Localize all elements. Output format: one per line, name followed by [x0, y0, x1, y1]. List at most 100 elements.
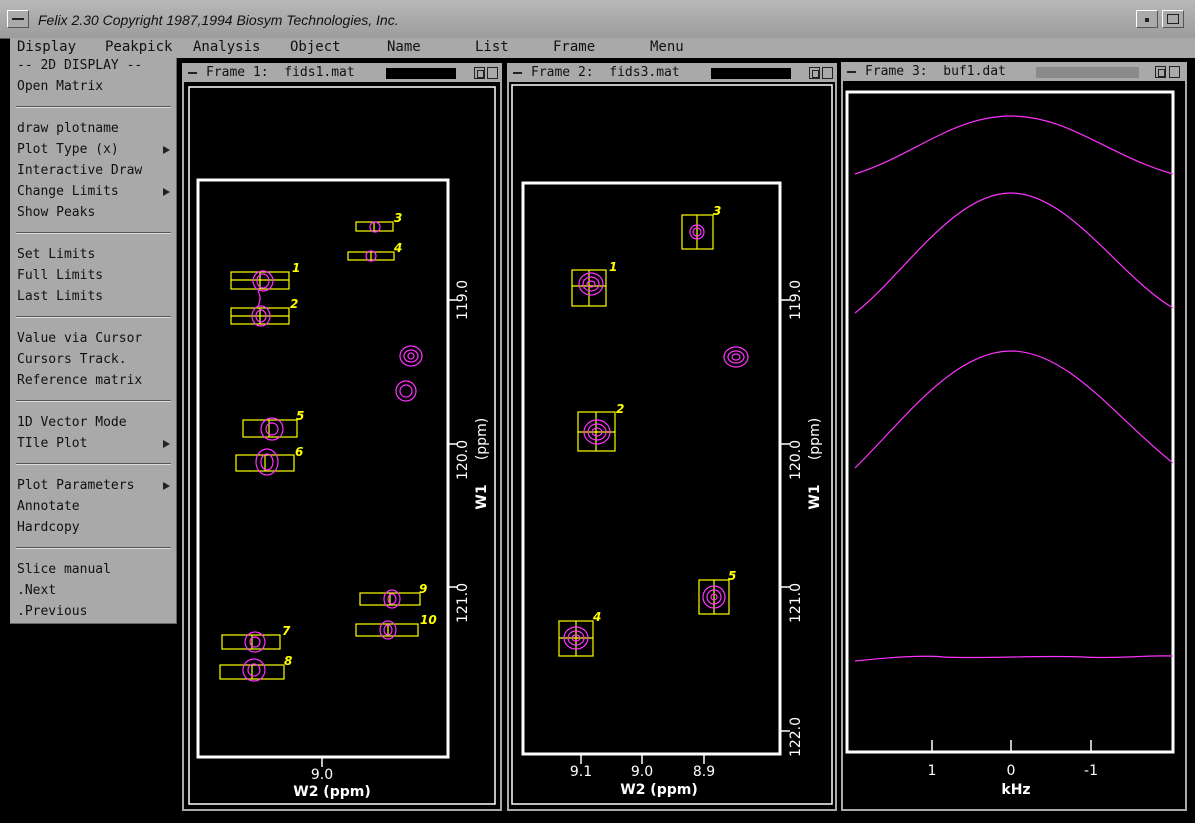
- y-tick-120: 120.0: [455, 440, 471, 480]
- peak-labels: 1 2 3 4 5: [592, 204, 736, 624]
- frame-1-window[interactable]: Frame 1: fids1.mat: [182, 63, 502, 811]
- frame-menu-icon[interactable]: [513, 72, 522, 74]
- peak-label-3: 3: [713, 204, 721, 218]
- menu-peakpick[interactable]: Peakpick: [105, 39, 173, 55]
- frame-1-titlebar[interactable]: Frame 1: fids1.mat: [184, 65, 500, 82]
- frame-3-plot[interactable]: 1 0 -1 kHz: [843, 81, 1185, 809]
- menu-item-cursors-track[interactable]: Cursors Track.: [17, 352, 127, 367]
- frame-maximize-icon[interactable]: [487, 67, 498, 79]
- y-tick-122: 122.0: [788, 717, 804, 757]
- submenu-arrow-icon: [163, 440, 170, 448]
- x-tick-1: 1: [928, 763, 937, 779]
- frame-status-bar: [1036, 67, 1139, 78]
- peak-label-1: 1: [292, 261, 300, 275]
- menu-item-1d-vector-mode[interactable]: 1D Vector Mode: [17, 415, 127, 430]
- menu-item-plot-type[interactable]: Plot Type (x): [17, 142, 119, 157]
- menu-header-2d-display: -- 2D DISPLAY --: [17, 58, 143, 73]
- frame-maximize-icon[interactable]: [1169, 66, 1180, 78]
- frame-menu-icon[interactable]: [847, 71, 856, 73]
- x-tick-0: 0: [1007, 763, 1016, 779]
- frame-2-plot[interactable]: 1 2 3 4 5 119.0 120.0 121.0 122.0 W1 (pp…: [509, 82, 835, 809]
- frame-restore-icon[interactable]: [1155, 66, 1166, 78]
- menu-name[interactable]: Name: [387, 39, 421, 55]
- display-dropdown-menu: -- 2D DISPLAY -- Open Matrix draw plotna…: [10, 58, 177, 624]
- menu-display[interactable]: Display: [17, 39, 77, 55]
- menu-item-annotate[interactable]: Annotate: [17, 499, 80, 514]
- frame-1-plot[interactable]: 1 2 3 4 5 6 7 8 9 10 119.0 120.0 121.0 W…: [184, 82, 500, 809]
- contour-peaks: [563, 224, 749, 650]
- menu-item-full-limits[interactable]: Full Limits: [17, 268, 104, 283]
- submenu-arrow-icon: [163, 188, 170, 196]
- frame-3-titlebar[interactable]: Frame 3: buf1.dat: [843, 64, 1185, 81]
- peak-box-5: [242, 419, 298, 438]
- frame-border: [511, 84, 833, 805]
- menu-item-slice-manual[interactable]: Slice manual: [17, 562, 111, 577]
- x-tick-9.0: 9.0: [631, 764, 653, 780]
- peak-label-10: 10: [420, 613, 437, 627]
- menu-item-change-limits[interactable]: Change Limits: [17, 184, 119, 199]
- title-bar[interactable]: Felix 2.30 Copyright 1987,1994 Biosym Te…: [0, 0, 1195, 39]
- menu-item-show-peaks[interactable]: Show Peaks: [17, 205, 96, 220]
- menu-object[interactable]: Object: [290, 39, 341, 55]
- y-tick-121: 121.0: [455, 583, 471, 623]
- frame-3-window[interactable]: Frame 3: buf1.dat 1 0 -1 kHz: [841, 62, 1187, 811]
- frame-2-window[interactable]: Frame 2: fids3.mat: [507, 63, 837, 811]
- peak-label-2: 2: [616, 402, 624, 416]
- y-tick-119: 119.0: [788, 280, 804, 320]
- frame-1-title: Frame 1: fids1.mat: [206, 65, 355, 80]
- menu-frame[interactable]: Frame: [553, 39, 596, 55]
- menu-item-tile-plot[interactable]: TIle Plot: [17, 436, 88, 451]
- frame-restore-icon[interactable]: [474, 67, 485, 79]
- x-tick-8.9: 8.9: [693, 764, 715, 780]
- menu-item-next[interactable]: .Next: [17, 583, 57, 598]
- frame-border: [188, 86, 496, 805]
- x-axis-label: W2 (ppm): [293, 784, 371, 800]
- menu-menu[interactable]: Menu: [650, 39, 684, 55]
- peak-boxes: [219, 221, 421, 680]
- menu-separator: [16, 316, 171, 318]
- window-menu-button[interactable]: [7, 10, 29, 28]
- y-axis-label: W1: [807, 484, 823, 509]
- peak-label-5: 5: [728, 569, 736, 583]
- menu-item-previous[interactable]: .Previous: [17, 604, 88, 619]
- menu-item-set-limits[interactable]: Set Limits: [17, 247, 96, 262]
- peak-label-6: 6: [295, 445, 303, 459]
- peak-label-2: 2: [290, 297, 298, 311]
- y-axis-label: W1: [474, 484, 490, 509]
- frame-2-titlebar[interactable]: Frame 2: fids3.mat: [509, 65, 835, 82]
- menu-separator: [16, 106, 171, 108]
- maximize-button[interactable]: [1162, 10, 1184, 28]
- menu-separator: [16, 463, 171, 465]
- peak-label-8: 8: [284, 654, 292, 668]
- menu-list[interactable]: List: [475, 39, 509, 55]
- menu-item-last-limits[interactable]: Last Limits: [17, 289, 104, 304]
- menu-item-plot-parameters[interactable]: Plot Parameters: [17, 478, 135, 493]
- submenu-arrow-icon: [163, 482, 170, 490]
- peak-box-10: [355, 623, 419, 637]
- submenu-arrow-icon: [163, 146, 170, 154]
- slice-trace-3: [854, 350, 1174, 469]
- menu-analysis[interactable]: Analysis: [193, 39, 261, 55]
- plot-box: [845, 90, 1175, 754]
- menu-item-reference-matrix[interactable]: Reference matrix: [17, 373, 143, 388]
- frame-menu-icon[interactable]: [188, 72, 197, 74]
- menu-item-open-matrix[interactable]: Open Matrix: [17, 79, 104, 94]
- menu-item-draw-plotname[interactable]: draw plotname: [17, 121, 119, 136]
- x-axis-label: kHz: [1001, 782, 1030, 798]
- minimize-button[interactable]: [1136, 10, 1158, 28]
- 1d-slices: [854, 115, 1174, 662]
- x-tick-labels: 9.1 9.0 8.9: [570, 764, 715, 780]
- frame-maximize-icon[interactable]: [822, 67, 833, 79]
- plot-box: [196, 178, 450, 759]
- y-axis-unit: (ppm): [474, 418, 490, 460]
- frame-2-title: Frame 2: fids3.mat: [531, 65, 680, 80]
- slice-trace-4: [854, 655, 1174, 662]
- menu-item-hardcopy[interactable]: Hardcopy: [17, 520, 80, 535]
- x-tick-9.1: 9.1: [570, 764, 592, 780]
- menu-item-interactive-draw[interactable]: Interactive Draw: [17, 163, 143, 178]
- peak-box-7: [221, 634, 281, 650]
- frame-restore-icon[interactable]: [809, 67, 820, 79]
- menu-item-value-via-cursor[interactable]: Value via Cursor: [17, 331, 143, 346]
- plot-box: [521, 181, 782, 756]
- peak-label-4: 4: [592, 610, 601, 624]
